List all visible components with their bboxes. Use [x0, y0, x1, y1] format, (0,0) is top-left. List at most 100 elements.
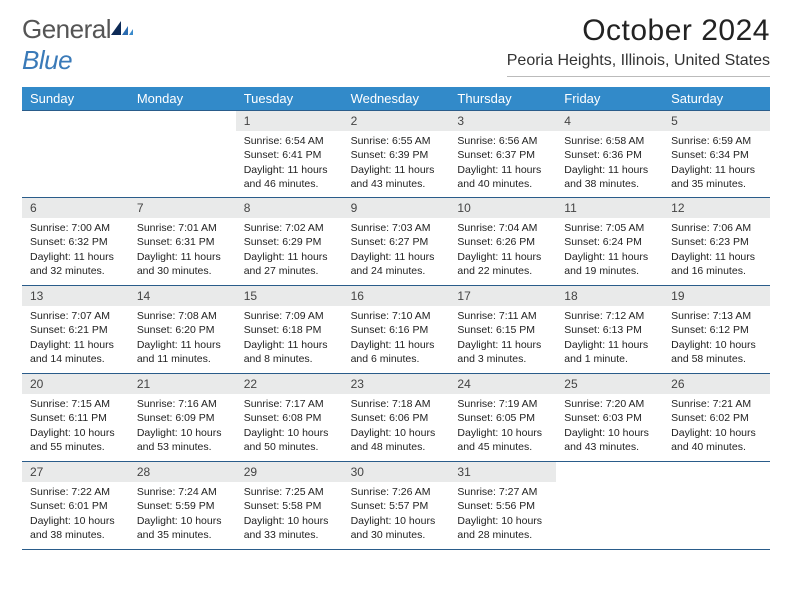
day-details: Sunrise: 6:54 AMSunset: 6:41 PMDaylight:…	[236, 131, 343, 197]
day-number: 7	[129, 198, 236, 218]
calendar: SundayMondayTuesdayWednesdayThursdayFrid…	[22, 87, 770, 550]
day-details: Sunrise: 6:55 AMSunset: 6:39 PMDaylight:…	[343, 131, 450, 197]
day-number: 28	[129, 462, 236, 482]
calendar-day: 28Sunrise: 7:24 AMSunset: 5:59 PMDayligh…	[129, 462, 236, 550]
calendar-day: 12Sunrise: 7:06 AMSunset: 6:23 PMDayligh…	[663, 198, 770, 286]
calendar-day: 1Sunrise: 6:54 AMSunset: 6:41 PMDaylight…	[236, 110, 343, 198]
day-number: 30	[343, 462, 450, 482]
day-number: 14	[129, 286, 236, 306]
day-details: Sunrise: 7:08 AMSunset: 6:20 PMDaylight:…	[129, 306, 236, 372]
day-details: Sunrise: 7:25 AMSunset: 5:58 PMDaylight:…	[236, 482, 343, 548]
calendar-day: 16Sunrise: 7:10 AMSunset: 6:16 PMDayligh…	[343, 286, 450, 374]
day-number: 11	[556, 198, 663, 218]
calendar-day: 11Sunrise: 7:05 AMSunset: 6:24 PMDayligh…	[556, 198, 663, 286]
day-number: 19	[663, 286, 770, 306]
day-details: Sunrise: 6:58 AMSunset: 6:36 PMDaylight:…	[556, 131, 663, 197]
calendar-day: 21Sunrise: 7:16 AMSunset: 6:09 PMDayligh…	[129, 374, 236, 462]
calendar-day: 26Sunrise: 7:21 AMSunset: 6:02 PMDayligh…	[663, 374, 770, 462]
dayname-header: Thursday	[449, 87, 556, 110]
day-number: 31	[449, 462, 556, 482]
day-number: 21	[129, 374, 236, 394]
calendar-day: 7Sunrise: 7:01 AMSunset: 6:31 PMDaylight…	[129, 198, 236, 286]
day-details: Sunrise: 7:19 AMSunset: 6:05 PMDaylight:…	[449, 394, 556, 460]
day-number: 17	[449, 286, 556, 306]
day-number: 27	[22, 462, 129, 482]
calendar-day: 9Sunrise: 7:03 AMSunset: 6:27 PMDaylight…	[343, 198, 450, 286]
day-details: Sunrise: 7:27 AMSunset: 5:56 PMDaylight:…	[449, 482, 556, 548]
flag-icon	[111, 21, 135, 39]
calendar-day: 29Sunrise: 7:25 AMSunset: 5:58 PMDayligh…	[236, 462, 343, 550]
day-number: 18	[556, 286, 663, 306]
day-details: Sunrise: 7:18 AMSunset: 6:06 PMDaylight:…	[343, 394, 450, 460]
day-number: 29	[236, 462, 343, 482]
page-title: October 2024	[507, 14, 770, 48]
day-number: 5	[663, 111, 770, 131]
day-number: 20	[22, 374, 129, 394]
dayname-header: Monday	[129, 87, 236, 110]
calendar-day: 15Sunrise: 7:09 AMSunset: 6:18 PMDayligh…	[236, 286, 343, 374]
day-details: Sunrise: 7:04 AMSunset: 6:26 PMDaylight:…	[449, 218, 556, 284]
brand-part2: Blue	[22, 45, 72, 75]
day-number: 2	[343, 111, 450, 131]
day-details: Sunrise: 6:56 AMSunset: 6:37 PMDaylight:…	[449, 131, 556, 197]
calendar-day: 18Sunrise: 7:12 AMSunset: 6:13 PMDayligh…	[556, 286, 663, 374]
calendar-day: 19Sunrise: 7:13 AMSunset: 6:12 PMDayligh…	[663, 286, 770, 374]
day-number: 25	[556, 374, 663, 394]
dayname-header: Sunday	[22, 87, 129, 110]
calendar-empty-cell	[129, 110, 236, 198]
day-number: 16	[343, 286, 450, 306]
day-details: Sunrise: 7:17 AMSunset: 6:08 PMDaylight:…	[236, 394, 343, 460]
day-details: Sunrise: 7:00 AMSunset: 6:32 PMDaylight:…	[22, 218, 129, 284]
calendar-day: 10Sunrise: 7:04 AMSunset: 6:26 PMDayligh…	[449, 198, 556, 286]
day-number: 13	[22, 286, 129, 306]
day-number: 15	[236, 286, 343, 306]
day-details: Sunrise: 6:59 AMSunset: 6:34 PMDaylight:…	[663, 131, 770, 197]
day-details: Sunrise: 7:15 AMSunset: 6:11 PMDaylight:…	[22, 394, 129, 460]
calendar-empty-cell	[22, 110, 129, 198]
calendar-day: 3Sunrise: 6:56 AMSunset: 6:37 PMDaylight…	[449, 110, 556, 198]
calendar-day: 8Sunrise: 7:02 AMSunset: 6:29 PMDaylight…	[236, 198, 343, 286]
day-number: 3	[449, 111, 556, 131]
dayname-header: Tuesday	[236, 87, 343, 110]
day-details: Sunrise: 7:16 AMSunset: 6:09 PMDaylight:…	[129, 394, 236, 460]
brand-logo: General Blue	[22, 14, 135, 76]
day-number: 4	[556, 111, 663, 131]
day-details: Sunrise: 7:11 AMSunset: 6:15 PMDaylight:…	[449, 306, 556, 372]
calendar-header: SundayMondayTuesdayWednesdayThursdayFrid…	[22, 87, 770, 110]
calendar-day: 13Sunrise: 7:07 AMSunset: 6:21 PMDayligh…	[22, 286, 129, 374]
brand-part1: General	[22, 14, 111, 44]
calendar-day: 14Sunrise: 7:08 AMSunset: 6:20 PMDayligh…	[129, 286, 236, 374]
day-details: Sunrise: 7:24 AMSunset: 5:59 PMDaylight:…	[129, 482, 236, 548]
calendar-empty-cell	[556, 462, 663, 550]
calendar-day: 30Sunrise: 7:26 AMSunset: 5:57 PMDayligh…	[343, 462, 450, 550]
day-number: 10	[449, 198, 556, 218]
location-subtitle: Peoria Heights, Illinois, United States	[507, 48, 770, 77]
day-details: Sunrise: 7:03 AMSunset: 6:27 PMDaylight:…	[343, 218, 450, 284]
day-details: Sunrise: 7:02 AMSunset: 6:29 PMDaylight:…	[236, 218, 343, 284]
day-details: Sunrise: 7:22 AMSunset: 6:01 PMDaylight:…	[22, 482, 129, 548]
day-details: Sunrise: 7:05 AMSunset: 6:24 PMDaylight:…	[556, 218, 663, 284]
day-number: 26	[663, 374, 770, 394]
day-details: Sunrise: 7:06 AMSunset: 6:23 PMDaylight:…	[663, 218, 770, 284]
dayname-header: Saturday	[663, 87, 770, 110]
day-number: 6	[22, 198, 129, 218]
calendar-day: 20Sunrise: 7:15 AMSunset: 6:11 PMDayligh…	[22, 374, 129, 462]
day-number: 12	[663, 198, 770, 218]
day-details: Sunrise: 7:09 AMSunset: 6:18 PMDaylight:…	[236, 306, 343, 372]
day-details: Sunrise: 7:12 AMSunset: 6:13 PMDaylight:…	[556, 306, 663, 372]
calendar-day: 17Sunrise: 7:11 AMSunset: 6:15 PMDayligh…	[449, 286, 556, 374]
calendar-day: 5Sunrise: 6:59 AMSunset: 6:34 PMDaylight…	[663, 110, 770, 198]
calendar-day: 31Sunrise: 7:27 AMSunset: 5:56 PMDayligh…	[449, 462, 556, 550]
day-number: 23	[343, 374, 450, 394]
calendar-empty-cell	[663, 462, 770, 550]
calendar-day: 25Sunrise: 7:20 AMSunset: 6:03 PMDayligh…	[556, 374, 663, 462]
day-details: Sunrise: 7:10 AMSunset: 6:16 PMDaylight:…	[343, 306, 450, 372]
day-number: 24	[449, 374, 556, 394]
calendar-day: 22Sunrise: 7:17 AMSunset: 6:08 PMDayligh…	[236, 374, 343, 462]
calendar-day: 4Sunrise: 6:58 AMSunset: 6:36 PMDaylight…	[556, 110, 663, 198]
calendar-body: 1Sunrise: 6:54 AMSunset: 6:41 PMDaylight…	[22, 110, 770, 550]
day-number: 9	[343, 198, 450, 218]
day-details: Sunrise: 7:20 AMSunset: 6:03 PMDaylight:…	[556, 394, 663, 460]
day-details: Sunrise: 7:21 AMSunset: 6:02 PMDaylight:…	[663, 394, 770, 460]
calendar-day: 2Sunrise: 6:55 AMSunset: 6:39 PMDaylight…	[343, 110, 450, 198]
